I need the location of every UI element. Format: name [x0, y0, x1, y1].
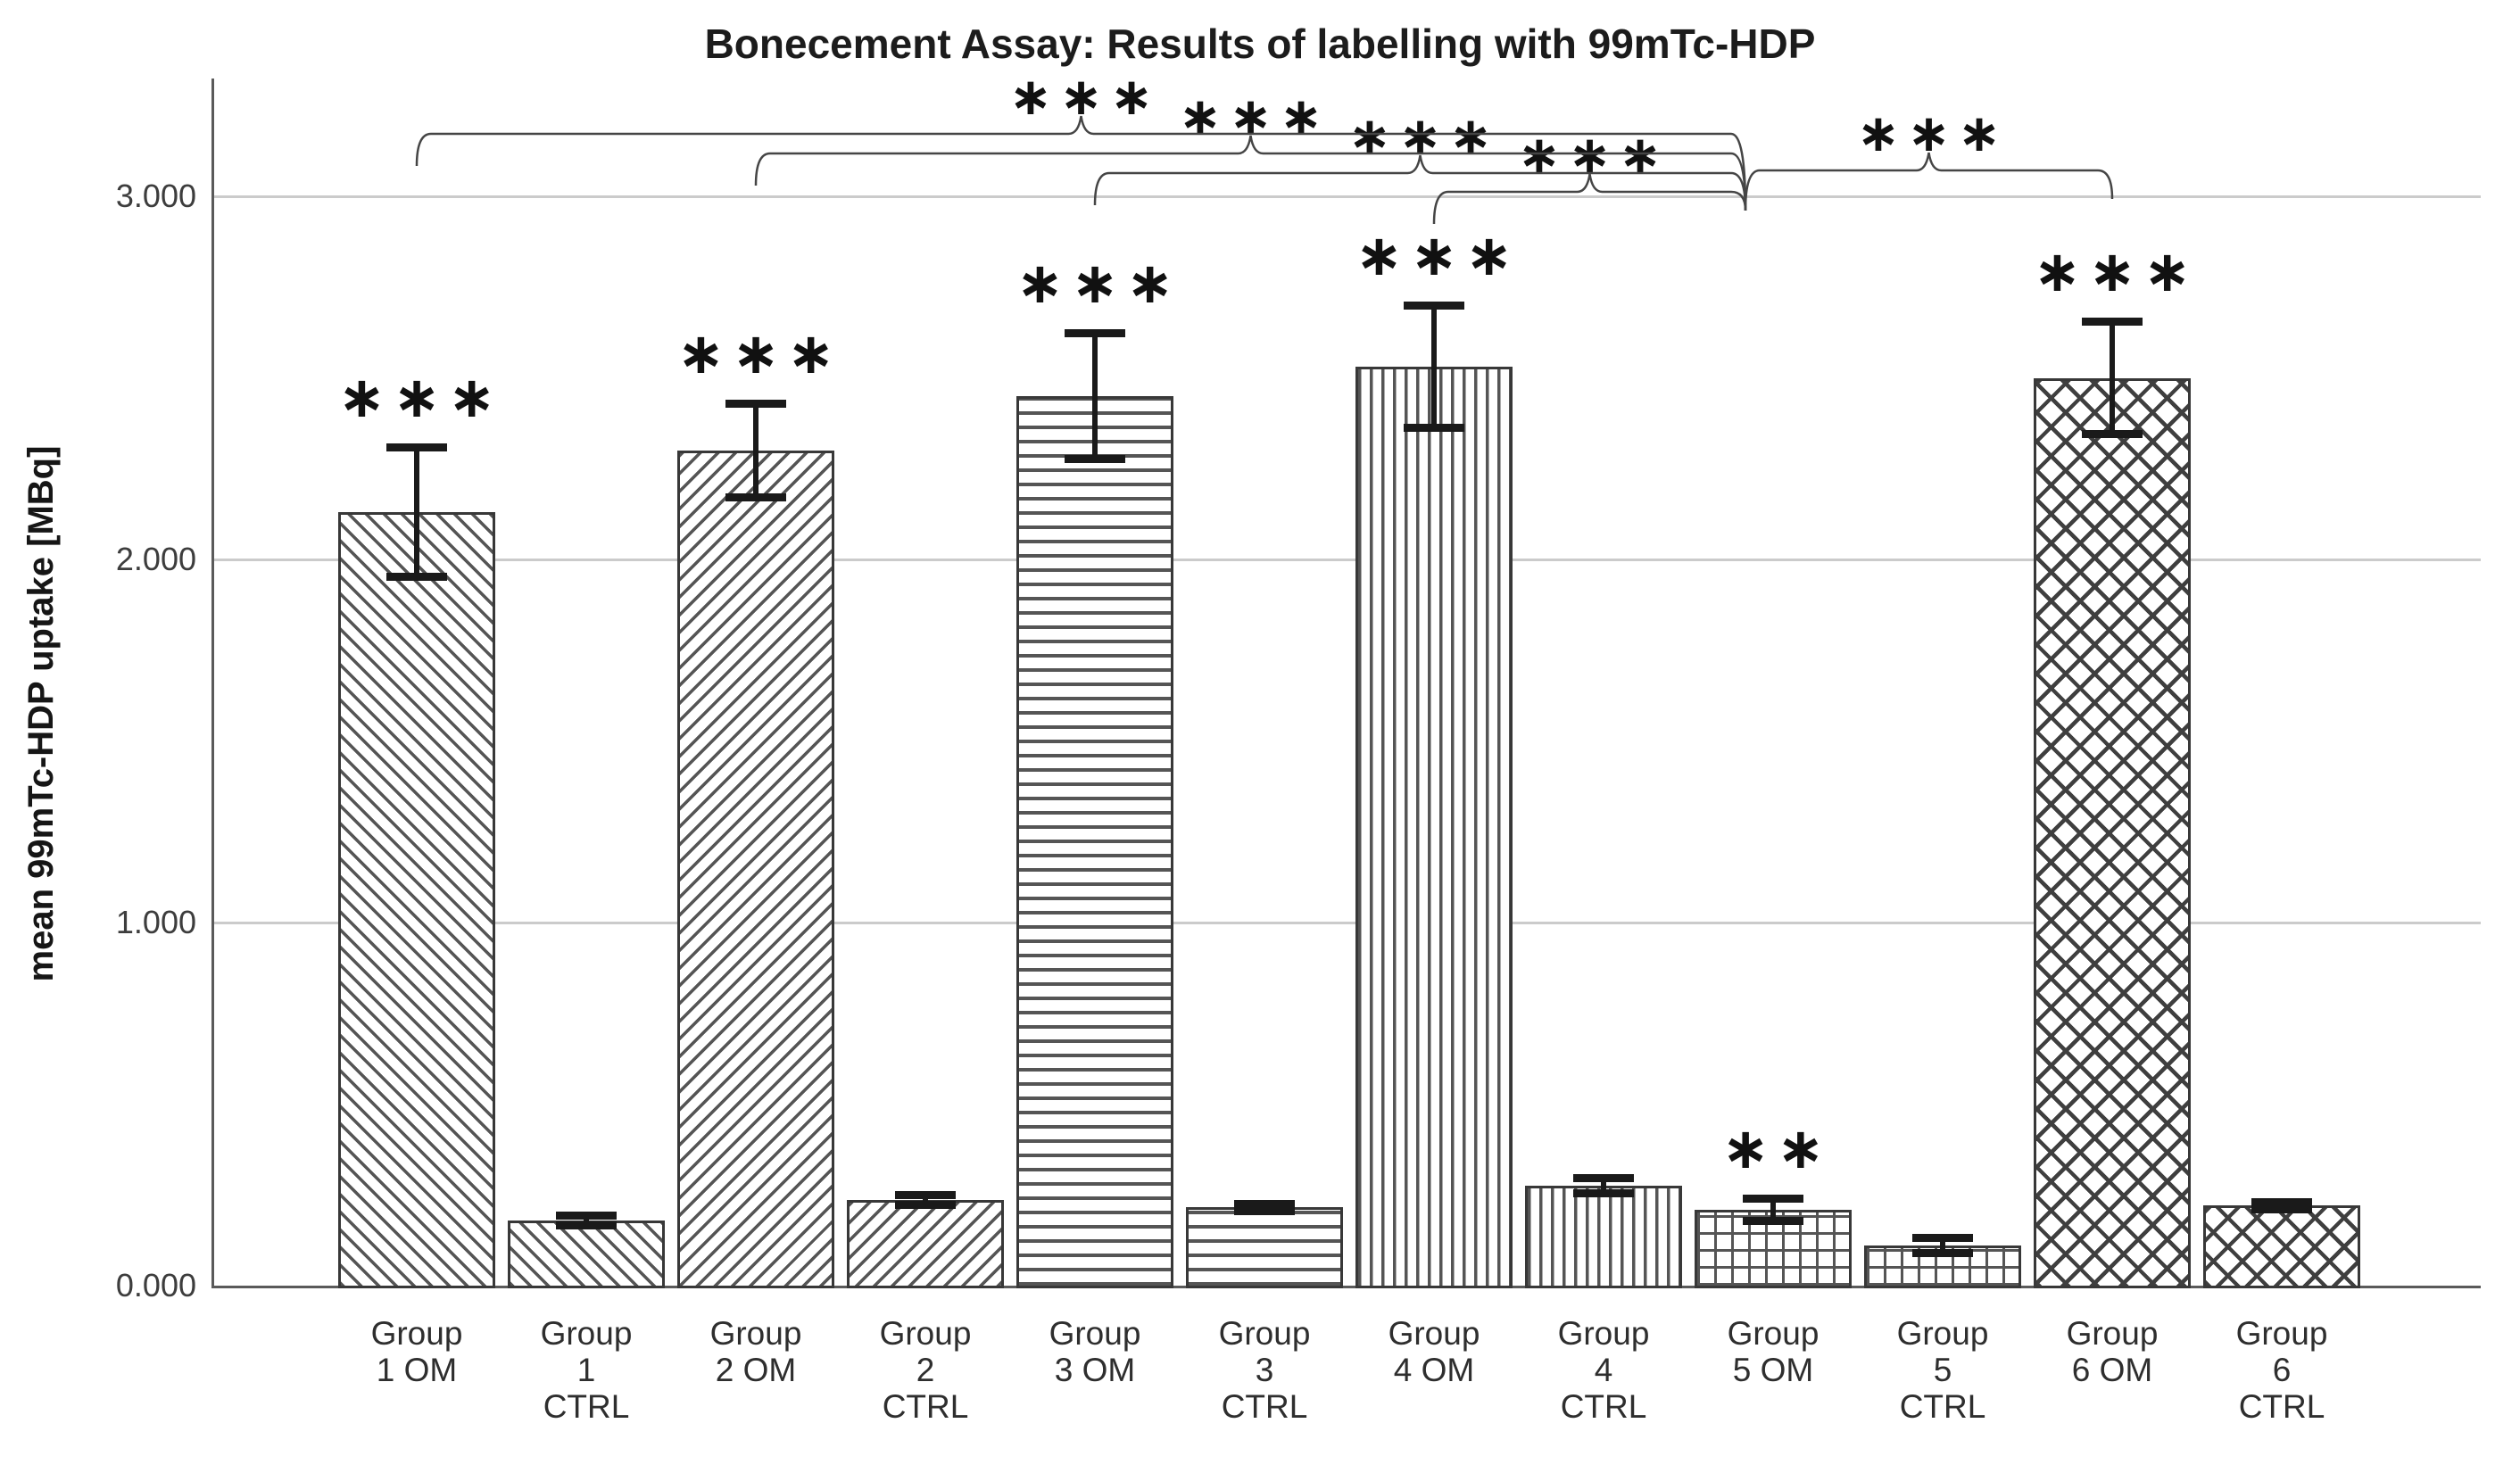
- y-tick-label: 0.000: [115, 1267, 196, 1303]
- error-bar-cap-bottom: [2082, 430, 2143, 438]
- error-bar-whisker: [584, 1215, 589, 1226]
- bar-group-4-om: [1355, 367, 1513, 1288]
- error-bar-cap-bottom: [1234, 1207, 1295, 1215]
- gridline: [214, 921, 2481, 924]
- chart-title: Bonecement Assay: Results of labelling w…: [704, 21, 1816, 67]
- error-bar-whisker: [414, 447, 419, 577]
- error-bar-cap-bottom: [2251, 1205, 2312, 1213]
- x-tick-label: Group 6 CTRL: [2235, 1315, 2328, 1425]
- significance-label: ∗∗∗: [676, 321, 842, 387]
- error-bar-cap-bottom: [895, 1201, 956, 1209]
- error-bar-cap-bottom: [1573, 1189, 1634, 1197]
- bar-group-2-ctrl: [847, 1200, 1004, 1288]
- y-axis-title: mean 99mTc-HDP uptake [MBq]: [21, 445, 61, 982]
- error-bar-whisker: [1601, 1178, 1606, 1194]
- bracket-significance-label: ∗∗∗: [1347, 105, 1500, 166]
- error-bar-cap-top: [1234, 1200, 1295, 1208]
- error-bar-whisker: [1092, 333, 1098, 459]
- error-bar-cap-top: [1065, 329, 1125, 337]
- x-tick-label: Group 3 OM: [1049, 1315, 1141, 1388]
- error-bar-cap-bottom: [1743, 1217, 1803, 1225]
- error-bar-whisker: [1940, 1237, 1945, 1254]
- bar-group-1-om: [338, 512, 495, 1288]
- bar-group-6-ctrl: [2203, 1205, 2360, 1288]
- x-axis-line: [214, 1286, 2481, 1288]
- error-bar-cap-bottom: [1404, 424, 1464, 432]
- y-axis-line: [211, 79, 214, 1288]
- significance-label: ∗∗∗: [1015, 251, 1181, 317]
- y-tick-label: 2.000: [115, 541, 196, 577]
- x-tick-label: Group 3 CTRL: [1218, 1315, 1311, 1425]
- significance-label: ∗∗: [1721, 1116, 1832, 1182]
- bracket-significance-label: ∗∗∗: [1178, 86, 1330, 146]
- error-bar-cap-top: [1573, 1174, 1634, 1182]
- bar-group-3-om: [1016, 396, 1173, 1288]
- error-bar-whisker: [753, 403, 758, 498]
- x-tick-label: Group 1 CTRL: [540, 1315, 633, 1425]
- x-tick-label: Group 2 OM: [709, 1315, 802, 1388]
- x-tick-label: Group 4 CTRL: [1557, 1315, 1650, 1425]
- error-bar-cap-bottom: [725, 493, 786, 501]
- error-bar-cap-top: [2082, 318, 2143, 326]
- error-bar-cap-top: [386, 443, 447, 451]
- error-bar-cap-top: [1912, 1234, 1973, 1242]
- error-bar-whisker: [1431, 305, 1437, 428]
- bar-group-6-om: [2034, 378, 2191, 1288]
- x-tick-label: Group 6 OM: [2066, 1315, 2159, 1388]
- error-bar-whisker: [923, 1195, 928, 1205]
- x-tick-label: Group 1 OM: [370, 1315, 463, 1388]
- bracket-significance-label: ∗∗∗: [1517, 124, 1670, 185]
- bar-group-4-ctrl: [1525, 1186, 1682, 1288]
- bar-group-5-ctrl: [1864, 1245, 2021, 1288]
- gridline: [214, 194, 2481, 198]
- error-bar-cap-top: [1404, 302, 1464, 310]
- error-bar-cap-bottom: [1065, 455, 1125, 463]
- gridline: [214, 558, 2481, 561]
- error-bar-cap-top: [725, 400, 786, 408]
- significance-label: ∗∗∗: [1355, 223, 1521, 289]
- x-tick-label: Group 2 CTRL: [879, 1315, 972, 1425]
- error-bar-whisker: [2110, 321, 2115, 434]
- significance-label: ∗∗∗: [2033, 239, 2199, 305]
- error-bar-cap-bottom: [556, 1221, 617, 1229]
- bar-group-2-om: [677, 451, 834, 1288]
- x-tick-label: Group 5 CTRL: [1896, 1315, 1989, 1425]
- y-tick-label: 1.000: [115, 904, 196, 940]
- x-tick-label: Group 5 OM: [1727, 1315, 1820, 1388]
- bar-group-1-ctrl: [508, 1221, 665, 1288]
- bar-group-3-ctrl: [1186, 1207, 1343, 1288]
- error-bar-whisker: [1770, 1198, 1776, 1221]
- significance-label: ∗∗∗: [337, 365, 503, 431]
- bracket-significance-label: ∗∗∗: [1856, 103, 2009, 163]
- error-bar-cap-top: [556, 1212, 617, 1220]
- error-bar-cap-top: [1743, 1195, 1803, 1203]
- y-tick-label: 3.000: [115, 178, 196, 214]
- x-tick-label: Group 4 OM: [1388, 1315, 1480, 1388]
- error-bar-cap-bottom: [1912, 1249, 1973, 1257]
- error-bar-cap-top: [2251, 1198, 2312, 1206]
- error-bar-cap-top: [895, 1191, 956, 1199]
- bracket-significance-label: ∗∗∗: [1008, 66, 1161, 127]
- error-bar-cap-bottom: [386, 573, 447, 581]
